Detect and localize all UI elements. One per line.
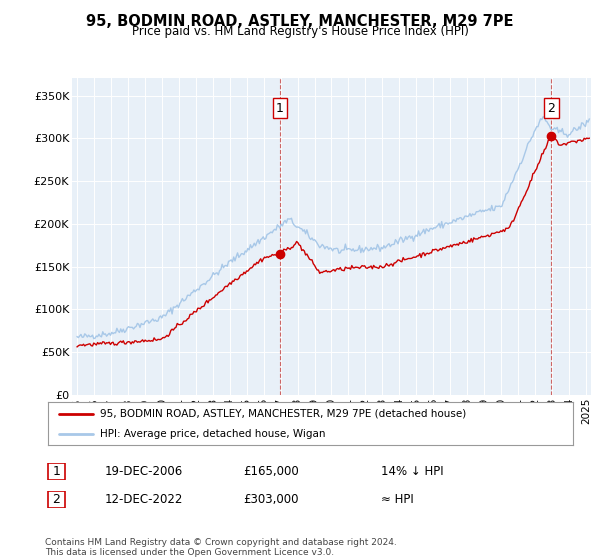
Text: 14% ↓ HPI: 14% ↓ HPI — [381, 465, 443, 478]
Text: ≈ HPI: ≈ HPI — [381, 493, 414, 506]
Text: 1: 1 — [276, 102, 284, 115]
Text: 2: 2 — [547, 102, 555, 115]
Text: Contains HM Land Registry data © Crown copyright and database right 2024.
This d: Contains HM Land Registry data © Crown c… — [45, 538, 397, 557]
Text: 2: 2 — [52, 493, 61, 506]
Text: 95, BODMIN ROAD, ASTLEY, MANCHESTER, M29 7PE: 95, BODMIN ROAD, ASTLEY, MANCHESTER, M29… — [86, 14, 514, 29]
Text: HPI: Average price, detached house, Wigan: HPI: Average price, detached house, Wiga… — [101, 430, 326, 439]
Text: £165,000: £165,000 — [243, 465, 299, 478]
Text: Price paid vs. HM Land Registry's House Price Index (HPI): Price paid vs. HM Land Registry's House … — [131, 25, 469, 38]
Text: 95, BODMIN ROAD, ASTLEY, MANCHESTER, M29 7PE (detached house): 95, BODMIN ROAD, ASTLEY, MANCHESTER, M29… — [101, 409, 467, 419]
Text: £303,000: £303,000 — [243, 493, 299, 506]
Text: 19-DEC-2006: 19-DEC-2006 — [105, 465, 183, 478]
Text: 1: 1 — [52, 465, 61, 478]
Text: 12-DEC-2022: 12-DEC-2022 — [105, 493, 184, 506]
